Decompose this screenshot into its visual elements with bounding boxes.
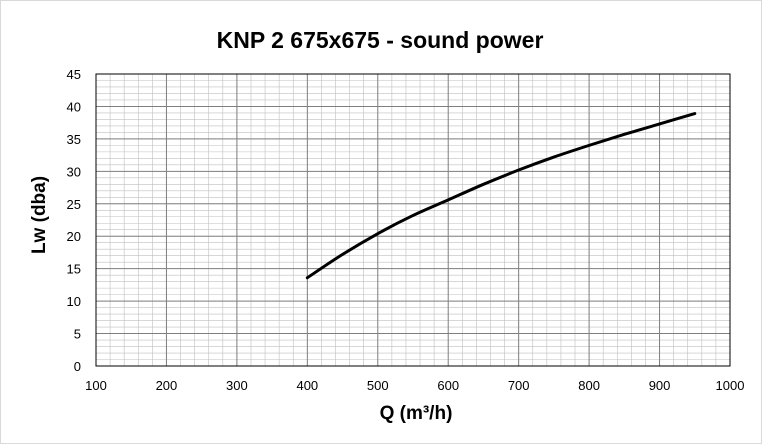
- x-tick-label: 200: [156, 378, 178, 393]
- y-tick-label: 40: [67, 99, 81, 114]
- y-tick-label: 35: [67, 132, 81, 147]
- y-tick-label: 20: [67, 229, 81, 244]
- y-axis-title: Lw (dba): [29, 176, 50, 254]
- x-axis-tick-labels: 100 200 300 400 500 600 700 800 900 1000: [85, 378, 744, 393]
- x-axis-title: Q (m³/h): [380, 403, 453, 424]
- x-tick-label: 100: [85, 378, 107, 393]
- series-group: [305, 112, 697, 280]
- chart-title: KNP 2 675x675 - sound power: [217, 27, 544, 53]
- y-tick-label: 15: [67, 262, 81, 277]
- x-tick-label: 400: [296, 378, 318, 393]
- minor-gridlines: [95, 73, 731, 367]
- series-line: [305, 112, 697, 280]
- plot-area-border: [95, 73, 731, 367]
- major-gridlines: [95, 73, 731, 367]
- y-tick-label: 25: [67, 197, 81, 212]
- y-tick-label: 10: [67, 294, 81, 309]
- x-tick-label: 300: [226, 378, 248, 393]
- x-tick-label: 900: [649, 378, 671, 393]
- y-axis-tick-labels: 0 5 10 15 20 25 30 35 40 45: [67, 67, 81, 374]
- y-tick-label: 5: [74, 327, 81, 342]
- x-tick-label: 700: [508, 378, 530, 393]
- x-tick-label: 800: [578, 378, 600, 393]
- y-tick-label: 0: [74, 359, 81, 374]
- x-tick-label: 500: [367, 378, 389, 393]
- x-tick-label: 1000: [716, 378, 745, 393]
- y-tick-label: 45: [67, 67, 81, 82]
- y-tick-label: 30: [67, 164, 81, 179]
- x-tick-label: 600: [437, 378, 459, 393]
